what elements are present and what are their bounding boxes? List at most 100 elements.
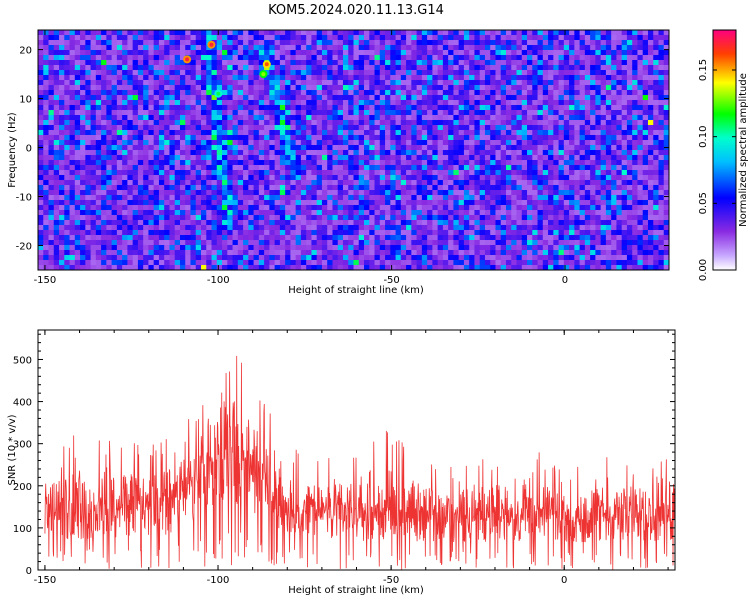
heatmap-cell [185,95,191,101]
heatmap-cell [563,160,570,166]
heatmap-cell [132,225,139,231]
heatmap-cell [406,230,412,236]
heatmap-cell [469,120,475,126]
heatmap-cell [59,110,65,116]
heatmap-cell [143,205,149,211]
heatmap-cell [521,40,528,46]
heatmap-cell [64,95,70,101]
heatmap-cell [395,30,402,36]
heatmap-cell [364,235,370,241]
heatmap-cell [90,55,97,61]
heatmap-cell [222,160,228,166]
heatmap-cell [637,175,644,181]
heatmap-cell [558,205,565,211]
heatmap-cell [495,30,502,36]
heatmap-cell [300,80,307,86]
heatmap-cell [285,75,291,81]
heatmap-cell [38,220,44,226]
heatmap-cell [201,175,207,181]
heatmap-cell [611,40,617,46]
heatmap-cell [279,105,286,111]
heatmap-cell [574,220,581,226]
heatmap-cell [605,90,612,96]
heatmap-cell [43,135,49,141]
heatmap-cell [574,75,581,81]
heatmap-cell [479,80,486,86]
heatmap-cell [621,30,628,36]
heatmap-cell [237,40,244,46]
heatmap-cell [122,135,128,141]
heatmap-cell [143,180,149,186]
heatmap-cell [448,210,454,216]
heatmap-cell [327,90,333,96]
heatmap-cell [321,115,328,121]
heatmap-cell [521,165,528,171]
heatmap-cell [248,100,254,106]
heatmap-cell [153,145,160,151]
heatmap-cell [637,70,644,76]
heatmap-cell [395,50,402,56]
heatmap-cell [595,125,602,131]
heatmap-cell [321,110,328,116]
heatmap-cell [53,100,60,106]
heatmap-cell [437,55,444,61]
heatmap-cell [342,70,349,76]
heatmap-cell [432,135,439,141]
heatmap-cell [542,40,549,46]
heatmap-cell [290,175,297,181]
heatmap-cell [663,115,669,121]
heatmap-cell [295,95,302,101]
heatmap-cell [448,55,454,61]
heatmap-cell [64,55,70,61]
heatmap-cell [511,185,517,191]
heatmap-cell [80,145,86,151]
heatmap-cell [127,100,134,106]
heatmap-cell [611,210,617,216]
heatmap-cell [469,40,475,46]
heatmap-cell [80,150,86,156]
heatmap-cell [521,205,528,211]
heatmap-cell [379,205,386,211]
heatmap-cell [653,105,659,111]
heatmap-cell [658,125,665,131]
heatmap-cell [116,80,123,86]
heatmap-cell [469,105,475,111]
heatmap-cell [500,140,507,146]
heatmap-cell [490,230,496,236]
heatmap-cell [264,220,270,226]
heatmap-cell [621,205,628,211]
heatmap-cell [137,165,144,171]
heatmap-cell [400,135,407,141]
heatmap-cell [463,160,470,166]
heatmap-cell [95,190,102,196]
heatmap-cell [195,105,202,111]
heatmap-cell [90,70,97,76]
heatmap-cell [406,125,412,131]
heatmap-cell [169,230,176,236]
heatmap-cell [185,200,191,206]
heatmap-cell [38,165,44,171]
heatmap-cell [285,220,291,226]
heatmap-cell [95,225,102,231]
heatmap-cell [406,115,412,121]
heatmap-cell [548,165,554,171]
heatmap-cell [195,145,202,151]
heatmap-cell [327,155,333,161]
heatmap-cell [90,220,97,226]
heatmap-cell [153,225,160,231]
heatmap-cell [53,120,60,126]
heatmap-cell [101,110,107,116]
heatmap-cell [179,165,186,171]
heatmap-cell [632,55,638,61]
heatmap-cell [348,120,354,126]
heatmap-cell [579,190,586,196]
heatmap-cell [43,225,49,231]
heatmap-cell [195,55,202,61]
heatmap-cell [143,70,149,76]
heatmap-cell [64,115,70,121]
heatmap-cell [174,70,181,76]
heatmap-cell [448,225,454,231]
heatmap-cell [353,125,360,131]
heatmap-cell [321,105,328,111]
heatmap-cell [264,85,270,91]
